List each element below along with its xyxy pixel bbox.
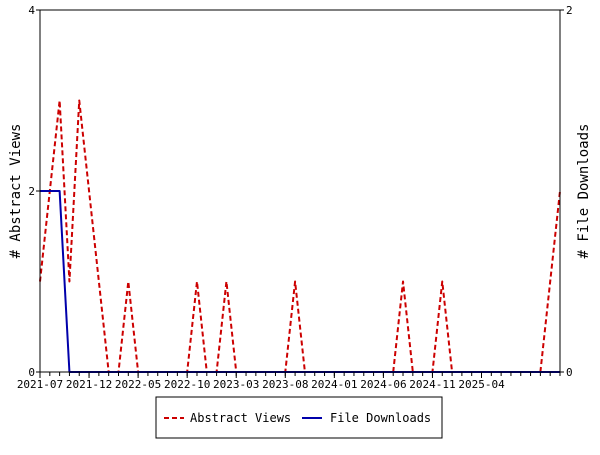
- legend-label: Abstract Views: [190, 411, 291, 425]
- legend-box: [155, 396, 443, 439]
- y-right-axis-title: # File Downloads: [576, 124, 592, 259]
- x-tick-label: 2024-06: [360, 378, 406, 391]
- series-line-file-downloads: [40, 190, 560, 373]
- x-tick-label: 2022-05: [115, 378, 161, 391]
- legend-label: File Downloads: [330, 411, 431, 425]
- x-tick-label: 2024-01: [311, 378, 357, 391]
- y-left-tick-label: 4: [28, 4, 35, 17]
- plot-layer: [39, 99, 561, 373]
- series-line-abstract-views: [39, 99, 561, 373]
- y-left-tick-label: 2: [28, 185, 35, 198]
- legend: Abstract Views File Downloads: [155, 396, 443, 439]
- x-tick-label: 2024-11: [409, 378, 455, 391]
- x-tick-label: 2021-07: [17, 378, 63, 391]
- x-tick-label: 2022-10: [164, 378, 210, 391]
- x-tick-label: 2025-04: [458, 378, 505, 391]
- x-tick-label: 2023-03: [213, 378, 259, 391]
- axes-layer: 2021-07 2021-12 2022-05 2022-10 2023-03 2023-…: [8, 4, 592, 391]
- y-right-tick-label: 2: [566, 4, 573, 17]
- y-right-tick-label: 0: [566, 366, 573, 379]
- y-left-axis-title: # Abstract Views: [8, 124, 24, 259]
- x-tick-label: 2023-08: [262, 378, 308, 391]
- y-left-tick-label: 0: [28, 366, 35, 379]
- x-tick-label: 2021-12: [66, 378, 112, 391]
